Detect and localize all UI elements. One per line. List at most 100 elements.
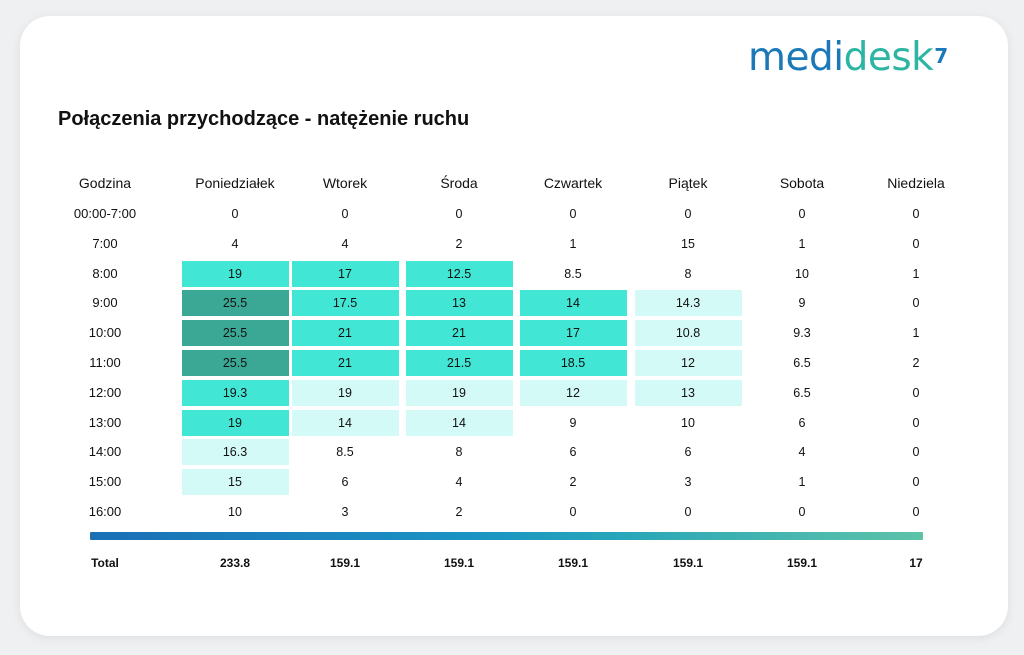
heatmap-cell: 14 [405, 410, 513, 436]
heatmap-cell: 1 [519, 231, 627, 257]
heatmap-cell: 3 [634, 469, 742, 495]
heatmap-cell: 6 [634, 439, 742, 465]
heatmap-cell: 1 [862, 261, 970, 287]
heatmap-cell: 25.5 [181, 290, 289, 316]
heatmap-cell: 0 [634, 201, 742, 227]
heatmap-cell: 0 [748, 499, 856, 525]
heatmap-cell: 14.3 [634, 290, 742, 316]
hour-label: 7:00 [92, 236, 118, 251]
total-value: 159.1 [786, 556, 818, 570]
column-header: Wtorek [322, 175, 368, 191]
heatmap-cell: 19 [181, 410, 289, 436]
heatmap-cell: 21 [291, 320, 399, 346]
heatmap-cell: 12 [519, 380, 627, 406]
hour-label: 11:00 [89, 355, 121, 370]
logo-text-desk: desk [843, 35, 934, 80]
heatmap-cell: 0 [862, 469, 970, 495]
heatmap-cell: 0 [519, 201, 627, 227]
heatmap-cell: 17 [291, 261, 399, 287]
heatmap-cell: 0 [862, 201, 970, 227]
column-header: Poniedziałek [195, 175, 275, 191]
heatmap-cell: 9 [519, 410, 627, 436]
heatmap-cell: 17 [519, 320, 627, 346]
heatmap-cell: 1 [748, 231, 856, 257]
heatmap-cell: 0 [748, 201, 856, 227]
heatmap-cell: 8 [634, 261, 742, 287]
hour-label: 00:00-7:00 [73, 206, 137, 221]
heatmap-cell: 0 [634, 499, 742, 525]
logo-text-medi: medi [748, 35, 844, 80]
total-value: 159.1 [557, 556, 589, 570]
heatmap-cell: 12.5 [405, 261, 513, 287]
heatmap-cell: 13 [634, 380, 742, 406]
heatmap-cell: 16.3 [181, 439, 289, 465]
heatmap-cell: 6.5 [748, 380, 856, 406]
heatmap-cell: 21.5 [405, 350, 513, 376]
hour-label: 13:00 [88, 415, 122, 430]
heatmap-cell: 8 [405, 439, 513, 465]
total-value: 159.1 [672, 556, 704, 570]
heatmap-cell: 6 [519, 439, 627, 465]
page-title: Połączenia przychodzące - natężenie ruch… [58, 108, 470, 130]
row-header-label: Godzina [78, 175, 132, 191]
heatmap-cell: 21 [291, 350, 399, 376]
total-value: 159.1 [329, 556, 361, 570]
heatmap-cell: 19 [405, 380, 513, 406]
hour-label: 10:00 [88, 325, 122, 340]
heatmap-cell: 2 [405, 499, 513, 525]
hour-label: 16:00 [88, 504, 122, 519]
total-value: 159.1 [443, 556, 475, 570]
hour-label: 9:00 [92, 295, 118, 310]
heatmap-cell: 3 [291, 499, 399, 525]
heatmap-cell: 14 [519, 290, 627, 316]
column-header: Czwartek [543, 175, 603, 191]
heatmap-cell: 4 [291, 231, 399, 257]
heatmap-cell: 10.8 [634, 320, 742, 346]
heatmap-cell: 13 [405, 290, 513, 316]
column-header: Środa [440, 175, 478, 191]
hour-label: 15:00 [88, 474, 122, 489]
heatmap-cell: 0 [862, 499, 970, 525]
total-value: 17 [909, 556, 923, 570]
heatmap-cell: 1 [862, 320, 970, 346]
heatmap-cell: 9.3 [748, 320, 856, 346]
column-header: Niedziela [887, 175, 945, 191]
heatmap-cell: 10 [748, 261, 856, 287]
heatmap-cell: 0 [181, 201, 289, 227]
heatmap-cell: 10 [181, 499, 289, 525]
heatmap-cell: 1 [748, 469, 856, 495]
heatmap-cell: 6 [748, 410, 856, 436]
heatmap-cell: 14 [291, 410, 399, 436]
heatmap-cell: 0 [291, 201, 399, 227]
heatmap-cell: 18.5 [519, 350, 627, 376]
heatmap-cell: 0 [862, 439, 970, 465]
heatmap-cell: 4 [181, 231, 289, 257]
gradient-divider [90, 532, 923, 540]
heatmap-cell: 15 [181, 469, 289, 495]
heatmap-cell: 0 [862, 380, 970, 406]
heatmap-cell: 2 [519, 469, 627, 495]
column-header: Piątek [668, 175, 708, 191]
heatmap-cell: 25.5 [181, 320, 289, 346]
heatmap-cell: 6.5 [748, 350, 856, 376]
heatmap-cell: 0 [405, 201, 513, 227]
heatmap-cell: 17.5 [291, 290, 399, 316]
hour-label: 8:00 [92, 266, 118, 281]
heatmap-cell: 0 [862, 290, 970, 316]
heatmap-cell: 2 [405, 231, 513, 257]
heatmap-cell: 21 [405, 320, 513, 346]
heatmap-cell: 8.5 [291, 439, 399, 465]
logo-mark: 7 [934, 44, 948, 68]
column-header: Sobota [779, 175, 825, 191]
heatmap-cell: 4 [748, 439, 856, 465]
heatmap-cell: 10 [634, 410, 742, 436]
heatmap-cell: 9 [748, 290, 856, 316]
heatmap-cell: 2 [862, 350, 970, 376]
heatmap-cell: 15 [634, 231, 742, 257]
heatmap-cell: 25.5 [181, 350, 289, 376]
heatmap-cell: 6 [291, 469, 399, 495]
heatmap-cell: 0 [519, 499, 627, 525]
heatmap-cell: 19 [181, 261, 289, 287]
heatmap-cell: 8.5 [519, 261, 627, 287]
heatmap-cell: 0 [862, 231, 970, 257]
